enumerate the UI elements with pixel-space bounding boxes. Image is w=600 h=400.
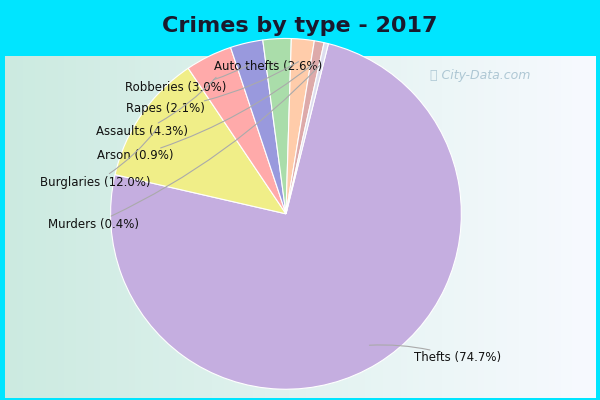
Text: Murders (0.4%): Murders (0.4%) xyxy=(47,66,320,231)
Wedge shape xyxy=(230,40,286,214)
Text: Crimes by type - 2017: Crimes by type - 2017 xyxy=(162,16,438,36)
Text: Robberies (3.0%): Robberies (3.0%) xyxy=(125,65,249,94)
Text: Rapes (2.1%): Rapes (2.1%) xyxy=(127,62,298,115)
Text: Thefts (74.7%): Thefts (74.7%) xyxy=(370,345,501,364)
Wedge shape xyxy=(263,38,292,214)
Text: Assaults (4.3%): Assaults (4.3%) xyxy=(96,77,216,138)
Text: Auto thefts (2.6%): Auto thefts (2.6%) xyxy=(214,60,323,73)
Wedge shape xyxy=(286,41,324,214)
Wedge shape xyxy=(286,43,328,214)
Text: Burglaries (12.0%): Burglaries (12.0%) xyxy=(40,128,157,189)
Text: Arson (0.9%): Arson (0.9%) xyxy=(97,64,313,162)
Wedge shape xyxy=(115,68,286,214)
Wedge shape xyxy=(188,48,286,214)
Text: ⓘ City-Data.com: ⓘ City-Data.com xyxy=(430,70,530,82)
Wedge shape xyxy=(110,44,461,389)
Wedge shape xyxy=(286,38,314,214)
